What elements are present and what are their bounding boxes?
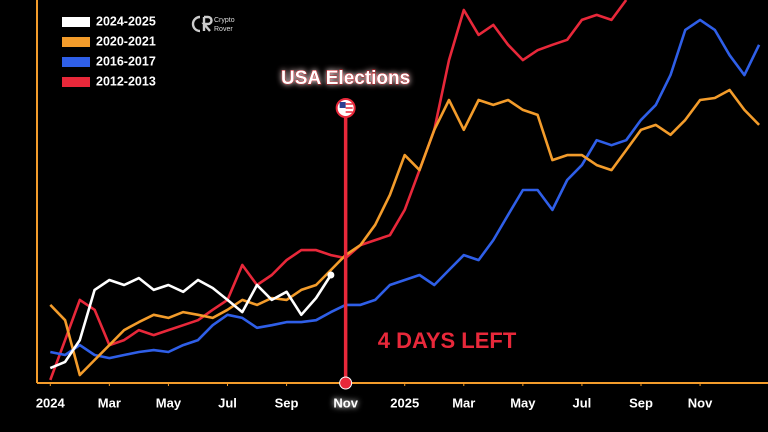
x-tick-label: Nov xyxy=(688,395,713,410)
logo-mark xyxy=(191,15,213,33)
plot-area: 2024 Mar May Jul Sep Nov 2025 Mar May Jul Sep Nov xyxy=(36,0,768,410)
series-end-dot xyxy=(327,271,335,279)
legend-label: 2024-2025 xyxy=(96,14,156,28)
x-tick-label: Nov xyxy=(333,395,358,410)
legend-swatch xyxy=(62,57,90,67)
flag-canton xyxy=(339,102,346,108)
x-tick-label: May xyxy=(510,395,536,410)
x-tick-label: Sep xyxy=(275,395,299,410)
x-tick-label: Jul xyxy=(218,395,237,410)
annotation: 4 DAYS LEFT xyxy=(378,328,517,353)
series-line xyxy=(49,274,332,370)
series-line xyxy=(49,0,628,381)
logo-text: Rover xyxy=(214,26,233,33)
legend-swatch xyxy=(62,17,90,27)
annotation: USA Elections xyxy=(281,68,410,89)
x-tick-label: Mar xyxy=(452,395,475,410)
x-tick-label: Jul xyxy=(573,395,592,410)
logo-text: Crypto xyxy=(214,17,235,24)
x-tick-label: Sep xyxy=(629,395,653,410)
overlay: USA Elections 4 DAYS LEFT 2024-2025 2020-20… xyxy=(62,14,517,390)
legend-label: 2020-2021 xyxy=(96,34,156,48)
x-tick-label: Mar xyxy=(98,395,121,410)
x-tick-label: 2024 xyxy=(36,395,66,410)
legend-label: 2012-2013 xyxy=(96,74,156,88)
legend-swatch xyxy=(62,37,90,47)
legend-swatch xyxy=(62,77,90,87)
series-line xyxy=(49,88,761,377)
legend-label: 2016-2017 xyxy=(96,54,156,68)
x-tick-label: 2025 xyxy=(390,395,419,410)
series-line xyxy=(50,18,761,360)
x-tick-label: May xyxy=(156,395,182,410)
election-dot xyxy=(339,376,353,390)
